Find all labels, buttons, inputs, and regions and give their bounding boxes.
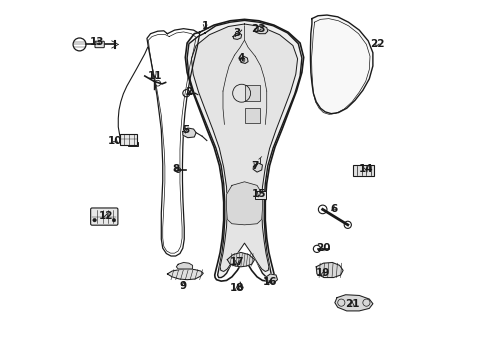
- Text: 19: 19: [316, 268, 330, 278]
- Text: 3: 3: [233, 28, 241, 38]
- Text: 6: 6: [330, 204, 337, 214]
- Polygon shape: [226, 182, 262, 225]
- Text: 10: 10: [108, 136, 122, 145]
- Text: 7: 7: [251, 161, 259, 171]
- Text: 2: 2: [185, 87, 192, 97]
- Text: 1: 1: [201, 21, 208, 31]
- Text: 20: 20: [316, 243, 330, 253]
- Bar: [244, 108, 259, 123]
- Bar: [244, 85, 259, 101]
- Text: 14: 14: [358, 164, 373, 174]
- Bar: [352, 165, 373, 176]
- Text: 9: 9: [180, 281, 187, 291]
- Polygon shape: [227, 252, 254, 267]
- FancyBboxPatch shape: [90, 208, 118, 225]
- Text: 15: 15: [251, 189, 265, 199]
- Text: 11: 11: [147, 71, 162, 81]
- Polygon shape: [183, 128, 196, 138]
- Polygon shape: [316, 262, 343, 278]
- Text: 22: 22: [369, 39, 384, 49]
- Polygon shape: [176, 262, 192, 269]
- Polygon shape: [254, 26, 267, 34]
- Text: 13: 13: [90, 37, 104, 47]
- Polygon shape: [310, 15, 372, 114]
- Text: 18: 18: [230, 283, 244, 293]
- Polygon shape: [240, 56, 247, 63]
- Bar: [255, 192, 265, 199]
- Polygon shape: [191, 24, 297, 271]
- Text: 5: 5: [182, 125, 188, 135]
- Polygon shape: [253, 163, 262, 172]
- Circle shape: [112, 219, 116, 222]
- Bar: [128, 141, 138, 146]
- Circle shape: [93, 219, 96, 222]
- Bar: [120, 134, 137, 145]
- FancyBboxPatch shape: [95, 41, 104, 48]
- Polygon shape: [265, 274, 277, 283]
- Polygon shape: [233, 33, 241, 40]
- Text: 8: 8: [172, 164, 180, 174]
- Text: 17: 17: [229, 257, 244, 267]
- Text: 12: 12: [99, 211, 113, 221]
- Text: 21: 21: [344, 299, 359, 309]
- Polygon shape: [334, 295, 372, 311]
- Text: 23: 23: [251, 24, 265, 35]
- Text: 16: 16: [262, 277, 276, 287]
- Text: 4: 4: [237, 53, 244, 63]
- Polygon shape: [187, 21, 301, 278]
- Polygon shape: [167, 269, 203, 280]
